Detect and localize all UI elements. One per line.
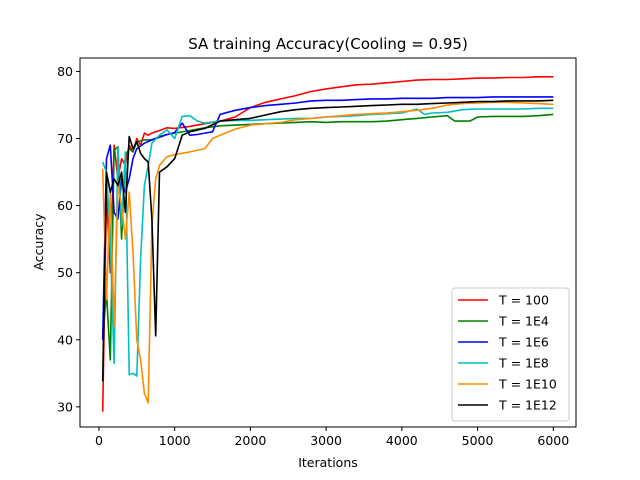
legend-label: T = 1E10	[498, 377, 557, 392]
legend: T = 100 T = 1E4 T = 1E6 T = 1E8 T = 1E10 T = …	[451, 287, 570, 422]
y-tick-label: 80	[57, 64, 73, 79]
plot-area: 0 1000 2000 3000 4000 5000 6000 30 40 50 60 70 80	[57, 57, 577, 448]
x-tick-label: 6000	[537, 433, 569, 448]
legend-items: T = 100 T = 1E4 T = 1E6 T = 1E8 T = 1E10 T = …	[458, 293, 557, 413]
y-tick-label: 40	[57, 332, 73, 347]
series-line-5	[101, 99, 554, 382]
series-line-4	[101, 101, 554, 404]
legend-label: T = 1E6	[498, 335, 549, 350]
axes-frame	[79, 57, 577, 428]
y-tick-label: 30	[57, 399, 73, 414]
y-axis-label: Accuracy	[31, 213, 46, 271]
x-tick-label: 5000	[462, 433, 494, 448]
y-tick-label: 70	[57, 131, 73, 146]
y-tick-label: 50	[57, 265, 73, 280]
x-axis-label: Iterations	[298, 455, 358, 470]
legend-label: T = 1E8	[498, 356, 549, 371]
y-tick-label: 60	[57, 198, 73, 213]
legend-label: T = 100	[498, 293, 549, 308]
legend-label: T = 1E12	[498, 398, 557, 413]
x-tick-label: 4000	[386, 433, 418, 448]
series-line-2	[101, 96, 554, 340]
x-tick-label: 3000	[310, 433, 342, 448]
y-axis-ticks: 30 40 50 60 70 80	[57, 64, 80, 414]
chart-title: SA training Accuracy(Cooling = 0.95)	[188, 35, 468, 53]
series-layer	[101, 76, 554, 412]
x-axis-ticks: 0 1000 2000 3000 4000 5000 6000	[95, 427, 569, 448]
x-tick-label: 1000	[159, 433, 191, 448]
legend-label: T = 1E4	[498, 314, 549, 329]
x-tick-label: 2000	[234, 433, 266, 448]
x-tick-label: 0	[95, 433, 103, 448]
